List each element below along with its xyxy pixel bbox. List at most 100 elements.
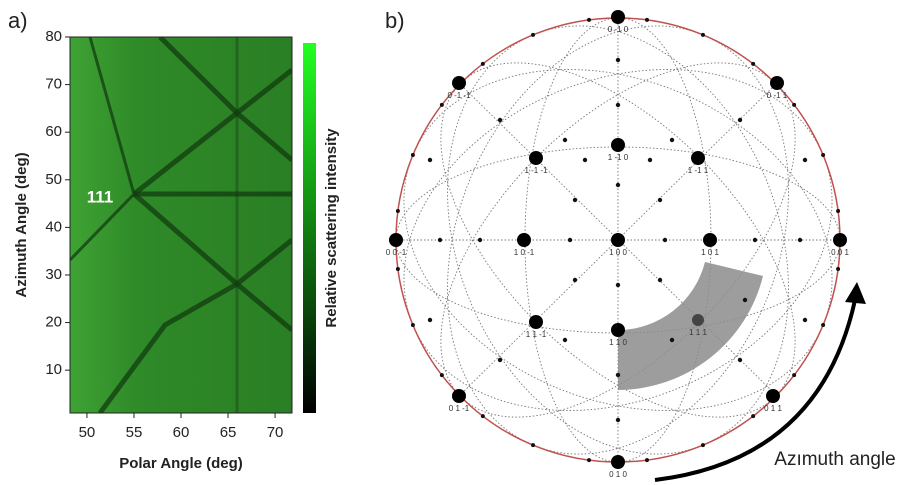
dot bbox=[440, 103, 444, 107]
pole-label: 0 -1 -1 bbox=[447, 91, 471, 100]
dot bbox=[738, 358, 742, 362]
colorbar-label: Relative scattering intensity bbox=[323, 128, 340, 328]
dot bbox=[587, 458, 591, 462]
dot bbox=[738, 118, 742, 122]
dot bbox=[753, 238, 757, 242]
pole bbox=[611, 455, 625, 469]
y-tick-label: 30 bbox=[45, 266, 62, 283]
x-tick-label: 70 bbox=[267, 424, 284, 441]
x-tick-label: 50 bbox=[79, 424, 96, 441]
y-tick-label: 50 bbox=[45, 171, 62, 188]
dot bbox=[701, 33, 705, 37]
pole bbox=[691, 151, 705, 165]
dot bbox=[573, 198, 577, 202]
pole-label: 1 0 0 bbox=[609, 248, 627, 257]
dot bbox=[658, 198, 662, 202]
pole bbox=[529, 315, 543, 329]
panel-label: b) bbox=[385, 8, 405, 33]
dot bbox=[663, 238, 667, 242]
dot bbox=[616, 58, 620, 62]
dot bbox=[751, 414, 755, 418]
dot bbox=[616, 373, 620, 377]
pole-label: 0 1 0 bbox=[609, 470, 627, 479]
pole bbox=[833, 233, 847, 247]
dot bbox=[583, 158, 587, 162]
pole-label: 1 -1 0 bbox=[608, 153, 629, 162]
dot bbox=[563, 138, 567, 142]
dot bbox=[498, 358, 502, 362]
dot bbox=[836, 209, 840, 213]
annotation: 111 bbox=[87, 187, 114, 206]
dot bbox=[670, 338, 674, 342]
pole bbox=[611, 10, 625, 24]
pole-label: 1 0 -1 bbox=[514, 248, 535, 257]
y-tick-label: 80 bbox=[45, 28, 62, 45]
pole bbox=[452, 389, 466, 403]
dot bbox=[481, 62, 485, 66]
panel-label: a) bbox=[8, 8, 28, 33]
dot bbox=[478, 238, 482, 242]
x-tick-label: 60 bbox=[173, 424, 190, 441]
pole bbox=[611, 233, 625, 247]
dot bbox=[751, 62, 755, 66]
dot bbox=[411, 323, 415, 327]
dot bbox=[670, 138, 674, 142]
arrow-head bbox=[845, 282, 866, 304]
pole-label: 0 1 -1 bbox=[449, 404, 470, 413]
pole-label: 0 1 1 bbox=[764, 404, 782, 413]
dot bbox=[573, 278, 577, 282]
dot bbox=[396, 209, 400, 213]
scan-region bbox=[618, 262, 763, 390]
y-tick-label: 60 bbox=[45, 123, 62, 140]
dot bbox=[645, 18, 649, 22]
dot bbox=[440, 373, 444, 377]
pole-label: 1 -1 1 bbox=[688, 166, 709, 175]
dot bbox=[481, 414, 485, 418]
pole bbox=[389, 233, 403, 247]
dot bbox=[531, 33, 535, 37]
dot bbox=[411, 153, 415, 157]
pole bbox=[611, 138, 625, 152]
dot bbox=[616, 183, 620, 187]
dot bbox=[568, 238, 572, 242]
dot bbox=[616, 103, 620, 107]
dot bbox=[821, 323, 825, 327]
dot bbox=[836, 267, 840, 271]
dot bbox=[821, 153, 825, 157]
dot bbox=[438, 238, 442, 242]
pole-label: 0 0 -1 bbox=[386, 248, 407, 257]
x-tick-label: 65 bbox=[220, 424, 237, 441]
dot bbox=[616, 283, 620, 287]
dot bbox=[658, 278, 662, 282]
dot bbox=[803, 318, 807, 322]
pole-label: 0 -1 1 bbox=[767, 91, 788, 100]
pole-label: 1 1 0 bbox=[609, 338, 627, 347]
y-tick-label: 20 bbox=[45, 314, 62, 331]
pole-label: 1 1 -1 bbox=[526, 330, 547, 339]
dot bbox=[792, 103, 796, 107]
dot bbox=[563, 338, 567, 342]
pole bbox=[692, 314, 704, 326]
dot bbox=[428, 318, 432, 322]
pole bbox=[452, 76, 466, 90]
pole-label: 0 -1 0 bbox=[608, 25, 629, 34]
y-tick-label: 40 bbox=[45, 218, 62, 235]
dot bbox=[648, 158, 652, 162]
dot bbox=[616, 418, 620, 422]
dot bbox=[701, 443, 705, 447]
figure: a) 111 Relative scattering intensity Azi… bbox=[0, 0, 914, 485]
pole bbox=[517, 233, 531, 247]
dot bbox=[428, 158, 432, 162]
pole-label: 1 1 1 bbox=[689, 328, 707, 337]
annotation: Azımuth angle bbox=[774, 449, 895, 470]
y-tick-label: 10 bbox=[45, 361, 62, 378]
pole bbox=[611, 323, 625, 337]
x-tick-label: 55 bbox=[126, 424, 143, 441]
x-axis-label: Polar Angle (deg) bbox=[119, 455, 243, 472]
pole-label: 1 0 1 bbox=[701, 248, 719, 257]
dot bbox=[396, 267, 400, 271]
y-tick-label: 70 bbox=[45, 76, 62, 93]
dot bbox=[531, 443, 535, 447]
dot bbox=[743, 298, 747, 302]
dot bbox=[587, 18, 591, 22]
